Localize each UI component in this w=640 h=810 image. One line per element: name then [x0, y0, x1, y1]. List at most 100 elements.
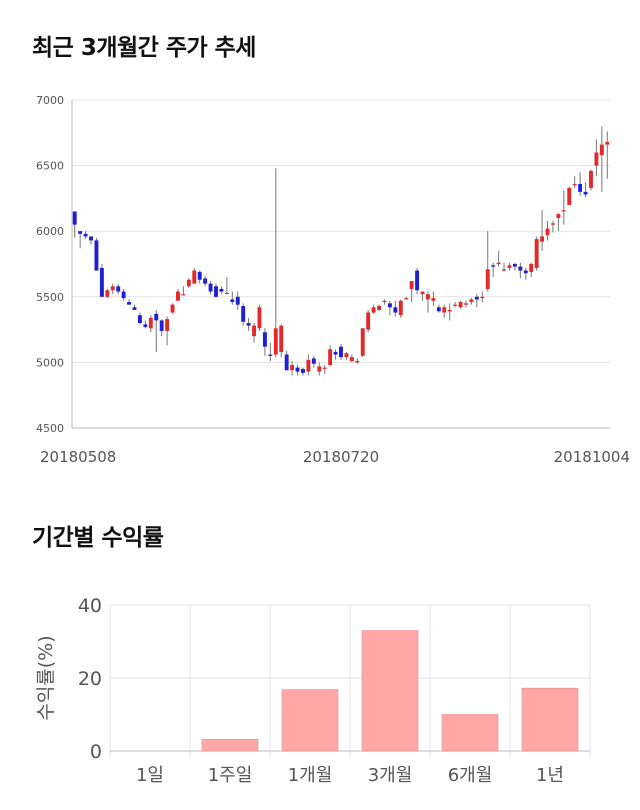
candle-body: [377, 305, 381, 310]
candle-body: [480, 296, 485, 299]
candle-body: [344, 353, 349, 358]
price-y-tick-label: 7000: [36, 94, 64, 107]
candle-body: [224, 292, 229, 295]
price-candlestick-chart: 4500 5000 5500 6000 6500 7000 20180508 20180720…: [36, 94, 630, 466]
returns-x-tick-label: 1개월: [288, 765, 333, 786]
candle-body: [502, 269, 506, 271]
candle-body: [404, 298, 409, 300]
candle-body: [203, 278, 208, 284]
candle-body: [420, 291, 425, 295]
candle-body: [235, 296, 240, 305]
candle-body: [436, 307, 441, 312]
candle-body: [214, 286, 218, 297]
candle-body: [208, 283, 213, 292]
candle-body: [453, 304, 458, 306]
returns-x-tick-label: 6개월: [448, 765, 493, 786]
candle-body: [197, 271, 202, 280]
candle-body: [121, 291, 126, 299]
returns-bar: [441, 714, 499, 752]
candle-body: [219, 288, 224, 292]
price-y-tick-label: 5000: [36, 356, 64, 369]
candle-body: [252, 325, 257, 337]
returns-bar: [521, 687, 579, 752]
candle-body: [94, 240, 99, 271]
candle-body: [409, 281, 414, 289]
candle-body: [317, 366, 322, 372]
candle-body: [425, 294, 430, 300]
price-y-tick-label: 6000: [36, 225, 64, 238]
price-x-tick-label: 20180508: [40, 448, 116, 466]
price-x-tick-label: 20181004: [554, 448, 630, 466]
candle-body: [578, 183, 583, 192]
candle-body: [431, 298, 436, 301]
candle-body: [464, 303, 468, 305]
candle-body: [523, 270, 528, 274]
candle-body: [507, 265, 512, 268]
candle-body: [556, 214, 561, 219]
candle-body: [583, 191, 588, 195]
returns-y-axis-label: 수익률(%): [35, 635, 57, 720]
candle-body: [550, 223, 555, 225]
candle-body: [469, 299, 474, 303]
candle-body: [474, 296, 479, 300]
candle-body: [99, 267, 104, 297]
returns-y-tick-label: 40: [78, 595, 102, 617]
returns-y-tick-label: 20: [78, 668, 102, 690]
candle-body: [447, 309, 452, 312]
candle-body: [268, 354, 273, 356]
candle-body: [230, 299, 235, 303]
candle-body: [159, 320, 164, 331]
price-y-tick-label: 5500: [36, 291, 64, 304]
candle-body: [545, 228, 550, 236]
candle-body: [143, 324, 148, 327]
candle-body: [512, 264, 517, 267]
candle-body: [540, 236, 545, 242]
returns-bar: [201, 739, 259, 752]
candle-body: [594, 152, 599, 166]
candle-body: [127, 302, 132, 305]
candle-body: [241, 305, 246, 322]
candle-body: [72, 211, 77, 225]
candle-body: [148, 317, 153, 329]
candle-body: [246, 323, 251, 326]
candle-body: [181, 294, 186, 296]
returns-y-tick-label: 0: [90, 741, 102, 763]
price-y-tick-label: 4500: [36, 422, 64, 435]
candle-body: [110, 286, 115, 291]
candle-body: [170, 304, 175, 313]
candle-body: [132, 307, 137, 310]
candle-body: [290, 365, 295, 371]
candle-body: [306, 359, 311, 372]
price-x-tick-label: 20180720: [303, 448, 379, 466]
candle-body: [333, 351, 338, 355]
candle-body: [279, 325, 284, 352]
candle-body: [387, 303, 392, 308]
candle-body: [273, 328, 278, 355]
candle-body: [176, 291, 180, 301]
candle-body: [89, 236, 93, 241]
candle-body: [301, 368, 305, 373]
candle-body: [366, 312, 371, 330]
candle-body: [491, 265, 496, 267]
candle-body: [529, 264, 534, 272]
candle-body: [349, 357, 354, 362]
returns-x-tick-label: 1년: [536, 765, 564, 786]
candle-body: [257, 307, 262, 329]
candle-body: [398, 300, 403, 316]
candle-body: [561, 210, 566, 212]
price-trend-title: 최근 3개월간 주가 추세: [32, 35, 256, 61]
candle-body: [262, 332, 267, 347]
candle-body: [605, 141, 610, 145]
candle-body: [165, 319, 170, 331]
returns-bar: [361, 630, 419, 752]
candle-body: [393, 307, 398, 313]
candle-body: [339, 346, 343, 358]
candle-body: [589, 170, 593, 188]
candle-body: [415, 270, 420, 291]
candle-body: [360, 328, 365, 356]
candle-body: [328, 349, 333, 366]
candle-body: [458, 302, 463, 308]
returns-x-tick-label: 1주일: [208, 765, 253, 786]
candle-body: [137, 315, 142, 324]
